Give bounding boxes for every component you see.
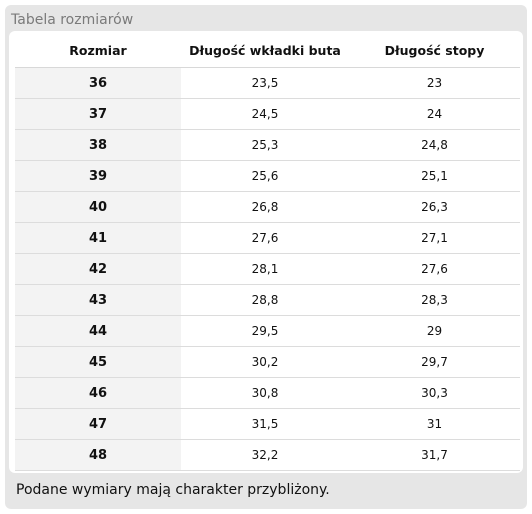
cell-insole-length: 26,8 [181, 192, 349, 223]
cell-insole-length: 28,1 [181, 254, 349, 285]
cell-insole-length: 28,8 [181, 285, 349, 316]
cell-insole-length: 27,6 [181, 223, 349, 254]
cell-insole-length: 25,6 [181, 161, 349, 192]
table-row: 48 32,2 31,7 [15, 440, 520, 471]
cell-insole-length: 24,5 [181, 99, 349, 130]
cell-foot-length: 24 [349, 99, 520, 130]
size-table: Rozmiar Długość wkładki buta Długość sto… [15, 34, 520, 471]
header-size: Rozmiar [15, 34, 181, 68]
cell-foot-length: 31 [349, 409, 520, 440]
cell-foot-length: 27,6 [349, 254, 520, 285]
cell-foot-length: 26,3 [349, 192, 520, 223]
cell-size: 47 [15, 409, 181, 440]
header-foot-length: Długość stopy [349, 34, 520, 68]
cell-foot-length: 28,3 [349, 285, 520, 316]
cell-size: 38 [15, 130, 181, 161]
approximation-note: Podane wymiary mają charakter przybliżon… [16, 482, 330, 498]
table-row: 46 30,8 30,3 [15, 378, 520, 409]
cell-insole-length: 30,2 [181, 347, 349, 378]
table-header-row: Rozmiar Długość wkładki buta Długość sto… [15, 34, 520, 68]
cell-foot-length: 31,7 [349, 440, 520, 471]
panel-title: Tabela rozmiarów [11, 12, 134, 28]
cell-foot-length: 24,8 [349, 130, 520, 161]
cell-foot-length: 25,1 [349, 161, 520, 192]
cell-foot-length: 23 [349, 68, 520, 99]
cell-size: 40 [15, 192, 181, 223]
table-row: 43 28,8 28,3 [15, 285, 520, 316]
cell-foot-length: 27,1 [349, 223, 520, 254]
cell-insole-length: 23,5 [181, 68, 349, 99]
cell-size: 42 [15, 254, 181, 285]
table-row: 47 31,5 31 [15, 409, 520, 440]
cell-size: 48 [15, 440, 181, 471]
header-insole-length: Długość wkładki buta [181, 34, 349, 68]
cell-size: 46 [15, 378, 181, 409]
table-row: 36 23,5 23 [15, 68, 520, 99]
cell-foot-length: 29,7 [349, 347, 520, 378]
size-table-panel: Tabela rozmiarów Rozmiar Długość wkładki… [5, 5, 527, 509]
table-row: 39 25,6 25,1 [15, 161, 520, 192]
cell-foot-length: 30,3 [349, 378, 520, 409]
size-table-container: Rozmiar Długość wkładki buta Długość sto… [9, 31, 523, 473]
cell-size: 36 [15, 68, 181, 99]
cell-size: 39 [15, 161, 181, 192]
cell-size: 41 [15, 223, 181, 254]
cell-size: 45 [15, 347, 181, 378]
table-row: 41 27,6 27,1 [15, 223, 520, 254]
cell-foot-length: 29 [349, 316, 520, 347]
table-row: 38 25,3 24,8 [15, 130, 520, 161]
table-row: 40 26,8 26,3 [15, 192, 520, 223]
cell-size: 37 [15, 99, 181, 130]
table-row: 37 24,5 24 [15, 99, 520, 130]
cell-insole-length: 25,3 [181, 130, 349, 161]
table-row: 44 29,5 29 [15, 316, 520, 347]
cell-insole-length: 32,2 [181, 440, 349, 471]
cell-insole-length: 29,5 [181, 316, 349, 347]
cell-insole-length: 30,8 [181, 378, 349, 409]
table-row: 42 28,1 27,6 [15, 254, 520, 285]
table-row: 45 30,2 29,7 [15, 347, 520, 378]
cell-insole-length: 31,5 [181, 409, 349, 440]
cell-size: 43 [15, 285, 181, 316]
cell-size: 44 [15, 316, 181, 347]
